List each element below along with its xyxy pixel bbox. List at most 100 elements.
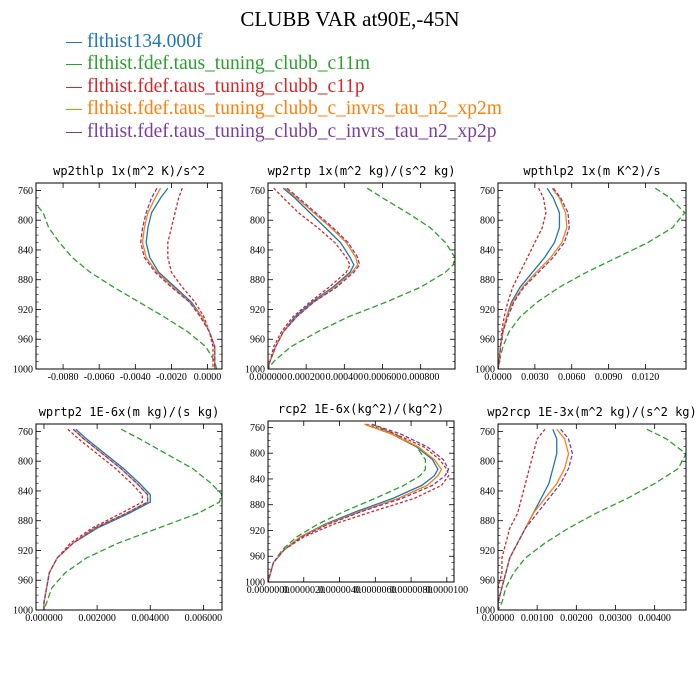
series-line xyxy=(268,423,439,582)
legend-swatch xyxy=(66,64,82,66)
x-tick-label: -0.0080 xyxy=(48,372,79,383)
x-tick-label: 0.00100 xyxy=(521,613,554,624)
x-tick-label: -0.0040 xyxy=(120,372,151,383)
y-tick-label: 880 xyxy=(480,516,495,527)
y-tick-label: 760 xyxy=(250,186,265,197)
x-tick-label: 0.0000 xyxy=(484,372,512,383)
panel: wp2rtp 1x(m^2 kg)/(s^2 kg)760 800 840 880 92… xyxy=(245,164,456,383)
y-tick-label: 960 xyxy=(480,335,495,346)
series-line xyxy=(140,187,216,369)
x-tick-label: 0.0000080 xyxy=(390,585,433,596)
y-tick-label: 760 xyxy=(480,186,495,197)
x-tick-label: 0.004000 xyxy=(132,613,170,624)
y-tick-label: 1000 xyxy=(245,578,265,589)
x-tick-label: 0.0060 xyxy=(558,372,586,383)
y-tick-label: 840 xyxy=(18,486,33,497)
legend-item: flthist.fdef.taus_tuning_clubb_c11m xyxy=(66,53,502,75)
x-tick-label: 0.0000100 xyxy=(426,585,469,596)
panel-title: wp2thlp 1x(m^2 K)/s^2 xyxy=(53,164,205,178)
panel-title: rcp2 1E-6x(kg^2)/(kg^2) xyxy=(278,402,444,416)
y-tick-label: 800 xyxy=(250,449,265,460)
y-tick-label: 960 xyxy=(250,552,265,563)
legend-label: flthist134.000f xyxy=(87,31,203,52)
x-tick-label: -0.0060 xyxy=(84,372,115,383)
x-tick-label: 0.000000 xyxy=(249,372,287,383)
panel-title: wprtp2 1E-6x(m kg)/(s kg) xyxy=(39,405,220,419)
x-tick-label: 0.00200 xyxy=(560,613,593,624)
series-line xyxy=(268,187,361,369)
y-tick-label: 1000 xyxy=(13,606,33,617)
legend-swatch xyxy=(66,86,82,88)
y-tick-label: 760 xyxy=(480,427,495,438)
y-tick-label: 1000 xyxy=(475,365,495,376)
legend-item: flthist.fdef.taus_tuning_clubb_c_invrs_t… xyxy=(66,121,502,143)
legend-swatch xyxy=(66,131,82,133)
x-tick-label: 0.0000020 xyxy=(283,585,326,596)
legend-item: flthist.fdef.taus_tuning_clubb_c11p xyxy=(66,76,502,98)
y-tick-label: 960 xyxy=(18,576,33,587)
series-line xyxy=(141,187,216,369)
x-tick-label: 0.0000060 xyxy=(354,585,397,596)
legend-label: flthist.fdef.taus_tuning_clubb_c11p xyxy=(87,75,365,97)
x-tick-label: 0.0030 xyxy=(521,372,549,383)
y-tick-label: 920 xyxy=(18,546,33,557)
series-line xyxy=(145,187,216,369)
series-line xyxy=(43,428,143,610)
y-tick-label: 760 xyxy=(18,186,33,197)
y-tick-label: 920 xyxy=(480,546,495,557)
series-line xyxy=(498,428,558,610)
x-tick-label: 0.000200 xyxy=(287,372,325,383)
y-tick-label: 960 xyxy=(250,335,265,346)
y-tick-label: 840 xyxy=(250,474,265,485)
panel-title: wpthlp2 1x(m K^2)/s xyxy=(523,164,660,178)
panel: rcp2 1E-6x(kg^2)/(kg^2) 760 800 840 880 920 96… xyxy=(245,402,468,596)
x-tick-label: 0.0090 xyxy=(595,372,623,383)
series-line xyxy=(498,187,686,369)
y-tick-label: 760 xyxy=(250,423,265,434)
y-tick-label: 880 xyxy=(18,516,33,527)
plot-frame xyxy=(497,182,687,370)
plot-frame xyxy=(267,420,455,583)
panel: wp2rcp 1E-3x(m^2 kg)/(s^2 kg) 760 800 840 88… xyxy=(475,405,697,624)
plot-frame xyxy=(35,182,223,370)
y-tick-label: 800 xyxy=(480,457,495,468)
series-line xyxy=(43,428,149,610)
x-tick-label: 0.0000040 xyxy=(318,585,361,596)
y-tick-label: 840 xyxy=(250,245,265,256)
series-line xyxy=(268,423,450,582)
x-tick-label: 0.0120 xyxy=(632,372,660,383)
panel: wprtp2 1E-6x(m kg)/(s kg) 760 800 840 880 920… xyxy=(13,405,223,624)
legend: flthist134.000f flthist.fdef.taus_tuning_… xyxy=(66,31,502,143)
series-line xyxy=(498,428,570,610)
y-tick-label: 760 xyxy=(18,427,33,438)
x-tick-label: 0.000600 xyxy=(364,372,402,383)
y-tick-label: 800 xyxy=(250,216,265,227)
legend-swatch xyxy=(66,109,82,111)
y-tick-label: 880 xyxy=(250,500,265,511)
y-tick-label: 920 xyxy=(18,305,33,316)
y-tick-label: 920 xyxy=(250,526,265,537)
x-tick-label: 0.000400 xyxy=(326,372,364,383)
y-tick-label: 800 xyxy=(18,216,33,227)
series-line xyxy=(268,187,359,369)
y-tick-label: 880 xyxy=(480,275,495,286)
plot-frame xyxy=(497,423,687,611)
series-line xyxy=(498,428,546,610)
legend-item: flthist.fdef.taus_tuning_clubb_c_invrs_t… xyxy=(66,98,502,120)
x-tick-label: 0.0000000 xyxy=(247,585,290,596)
series-line xyxy=(36,203,218,369)
series-line xyxy=(167,187,214,369)
panel-title: wp2rtp 1x(m^2 kg)/(s^2 kg) xyxy=(268,164,456,178)
figure-title: CLUBB VAR at90E,-45N xyxy=(240,7,460,31)
legend-label: flthist.fdef.taus_tuning_clubb_c11m xyxy=(87,53,371,75)
x-tick-label: 0.00400 xyxy=(638,613,671,624)
plot-frame xyxy=(35,423,223,611)
legend-label: flthist.fdef.taus_tuning_clubb_c_invrs_t… xyxy=(87,120,497,142)
y-tick-label: 1000 xyxy=(13,365,33,376)
panel: wpthlp2 1x(m K^2)/s 760 800 840 880 920 960 100… xyxy=(475,164,687,383)
x-tick-label: -0.0020 xyxy=(156,372,187,383)
series-line xyxy=(43,428,151,610)
series-line xyxy=(498,187,570,369)
x-tick-label: 0.00000 xyxy=(482,613,515,624)
